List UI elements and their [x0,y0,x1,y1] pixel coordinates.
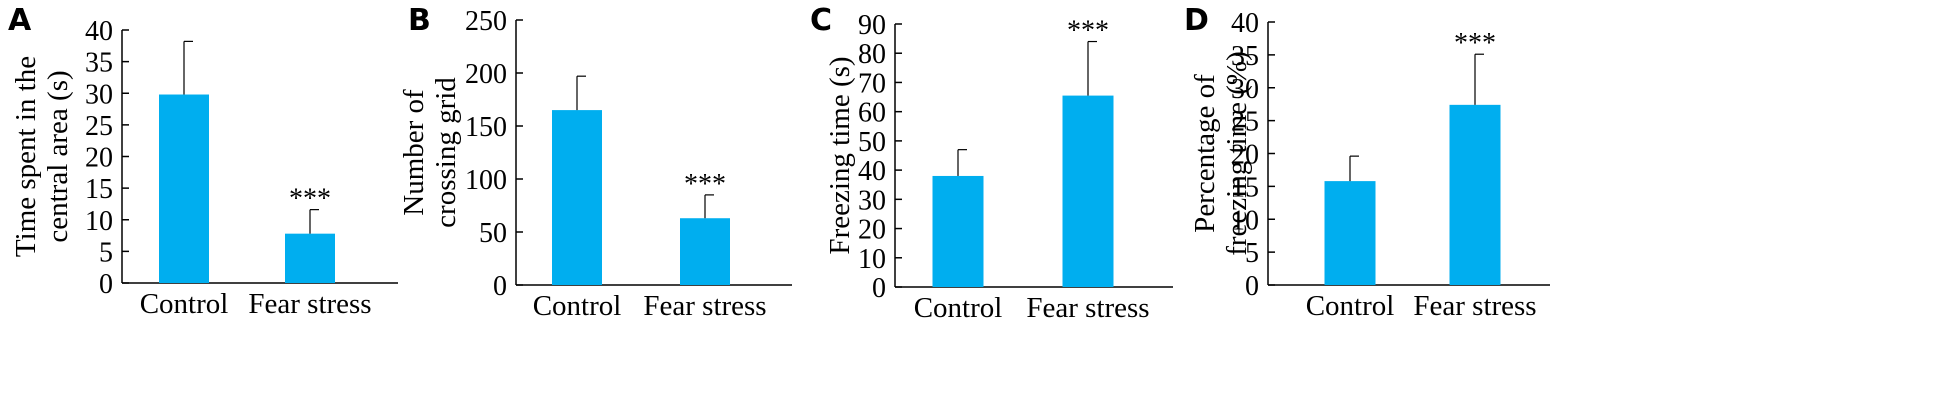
y-tick-label: 15 [1231,172,1259,203]
bar [159,94,209,283]
category-label: Control [140,288,229,320]
category-label: Fear stress [1413,290,1536,322]
y-tick-label: 60 [858,98,886,129]
y-tick-label: 10 [858,244,886,275]
y-tick-label: 50 [479,218,507,249]
y-tick-label: 35 [85,48,113,79]
y-tick-label: 10 [85,206,113,237]
panel-letter: A [8,3,32,38]
y-axis-label: Number of [398,89,430,216]
y-axis-label: central area (s) [42,70,74,242]
bar [932,175,984,287]
y-tick-label: 80 [858,39,886,70]
significance-marker: *** [1067,16,1109,47]
y-axis-label: Percentage of [1189,74,1221,233]
bar [1062,95,1114,287]
category-label: Control [1306,290,1395,322]
y-tick-label: 200 [465,59,507,90]
category-label: Fear stress [248,288,371,320]
y-tick-label: 90 [858,10,886,41]
y-tick-label: 20 [85,143,113,174]
bar [1449,104,1501,285]
y-tick-label: 20 [858,215,886,246]
panel-letter: B [408,3,431,38]
y-tick-label: 30 [85,79,113,110]
y-tick-label: 25 [85,111,113,142]
y-axis-label: freezing time (%) [1221,51,1253,256]
category-label: Control [914,292,1003,324]
panel-b: B 0 50 100 150 200 250 Number of crossing grid Co… [398,3,792,322]
y-tick-label: 150 [465,112,507,143]
y-axis-label: Time spent in the [10,56,42,257]
y-tick-label: 0 [872,273,886,304]
y-tick-label: 5 [99,237,113,268]
significance-marker: *** [1454,28,1496,59]
y-tick-label: 25 [1231,107,1259,138]
panel-letter: C [810,3,832,38]
y-axis-label: Freezing time (s) [824,56,856,254]
y-tick-label: 10 [1231,205,1259,236]
y-axis-label: crossing grid [430,77,462,228]
y-tick-label: 100 [465,165,507,196]
y-tick-label: 0 [99,269,113,300]
y-tick-label: 0 [1245,271,1259,302]
bar [1324,181,1376,285]
category-label: Fear stress [643,290,766,322]
panel-letter: D [1184,3,1209,38]
bar [552,110,602,285]
significance-marker: *** [289,184,331,215]
y-tick-label: 0 [493,271,507,302]
y-tick-label: 40 [858,156,886,187]
y-tick-label: 35 [1231,41,1259,72]
y-tick-label: 40 [1231,8,1259,39]
y-tick-label: 15 [85,174,113,205]
y-tick-label: 50 [858,127,886,158]
y-tick-label: 5 [1245,238,1259,269]
category-label: Control [533,290,622,322]
y-tick-label: 30 [1231,74,1259,105]
y-tick-label: 30 [858,185,886,216]
y-tick-label: 20 [1231,140,1259,171]
y-tick-label: 250 [465,6,507,37]
bar [285,233,335,283]
y-tick-label: 70 [858,68,886,99]
category-label: Fear stress [1026,292,1149,324]
significance-marker: *** [684,169,726,200]
y-tick-label: 40 [85,16,113,47]
bar [680,218,730,285]
